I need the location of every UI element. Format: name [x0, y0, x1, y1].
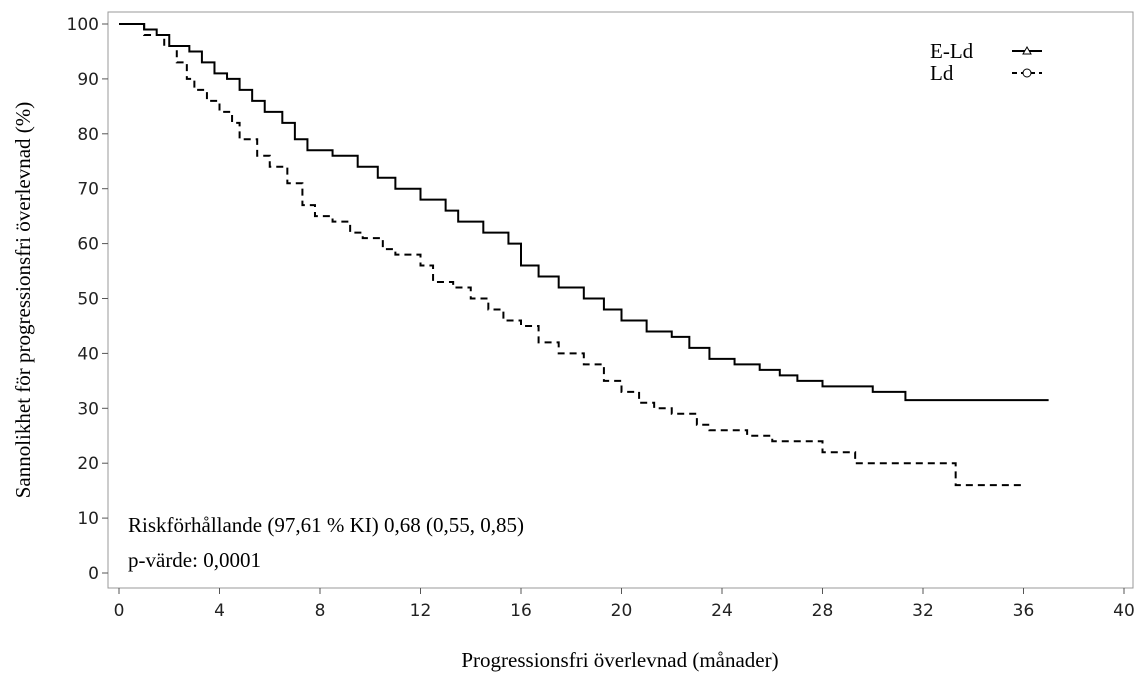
legend-marker	[1022, 68, 1032, 78]
x-tick-label: 4	[214, 601, 225, 621]
x-tick-label: 40	[1113, 601, 1135, 621]
y-tick-label: 0	[88, 564, 99, 584]
km-curve	[119, 23, 1049, 402]
x-tick-label: 24	[711, 601, 733, 621]
y-tick-label: 80	[77, 125, 99, 145]
x-tick-label: 28	[812, 601, 834, 621]
x-tick-label: 12	[410, 601, 432, 621]
y-axis-label: Sannolikhet för progressionsfri överlevn…	[11, 102, 35, 499]
annotation: Riskförhållande (97,61 % KI) 0,68 (0,55,…	[128, 513, 524, 537]
y-tick-label: 70	[77, 180, 99, 200]
x-tick-label: 0	[114, 601, 125, 621]
y-tick-label: 40	[77, 344, 99, 364]
y-tick-label: 60	[77, 235, 99, 255]
y-tick-label: 20	[77, 454, 99, 474]
y-tick-label: 90	[77, 70, 99, 90]
legend-label: E-Ld	[930, 39, 974, 63]
legend-marker	[1022, 45, 1032, 55]
y-tick-label: 30	[77, 399, 99, 419]
x-tick-label: 32	[912, 601, 934, 621]
legend-label: Ld	[930, 61, 954, 85]
annotation: p-värde: 0,0001	[128, 548, 261, 572]
y-tick-label: 50	[77, 290, 99, 310]
km-curve	[119, 23, 1024, 487]
plot-frame	[107, 11, 1134, 589]
y-tick-label: 10	[77, 509, 99, 529]
y-tick-label: 100	[67, 15, 99, 35]
x-tick-label: 8	[315, 601, 326, 621]
x-tick-label: 20	[611, 601, 633, 621]
x-axis-label: Progressionsfri överlevnad (månader)	[461, 648, 778, 672]
x-tick-label: 16	[510, 601, 532, 621]
x-tick-label: 36	[1013, 601, 1035, 621]
